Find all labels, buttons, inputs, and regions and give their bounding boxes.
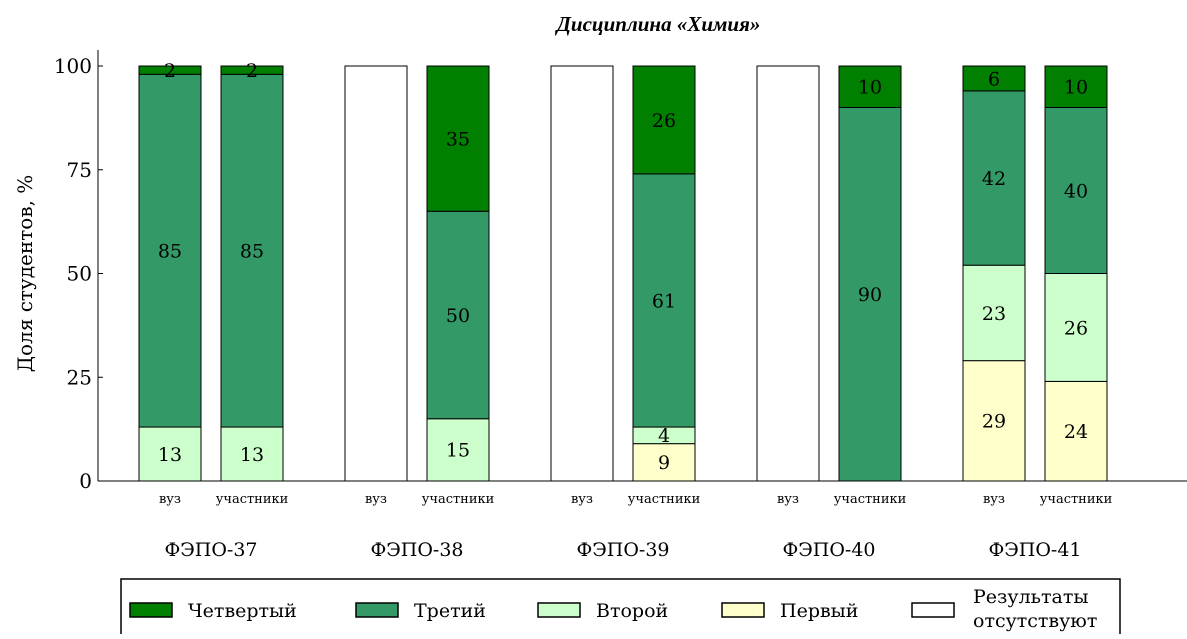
legend-swatch bbox=[537, 602, 581, 618]
data-label: 26 bbox=[652, 110, 676, 132]
bar-segment bbox=[962, 65, 1026, 92]
bar-category-label: вуз bbox=[365, 492, 387, 507]
legend-label: Четвертый bbox=[188, 600, 297, 622]
bar-segment bbox=[426, 210, 490, 420]
data-label: 50 bbox=[446, 305, 470, 327]
data-label: 42 bbox=[982, 168, 1006, 190]
data-label: 10 bbox=[1064, 77, 1088, 99]
legend-label: Первый bbox=[780, 600, 858, 622]
bar-segment bbox=[426, 65, 490, 212]
bar-category-label: вуз bbox=[571, 492, 593, 507]
data-label: 85 bbox=[158, 241, 182, 263]
bar-category-label: участники bbox=[422, 492, 495, 507]
legend-swatch bbox=[721, 602, 765, 618]
bar-category-label: участники bbox=[1040, 492, 1113, 507]
data-label: 85 bbox=[240, 241, 264, 263]
data-label: 15 bbox=[446, 440, 470, 462]
bar-no-results bbox=[550, 65, 614, 482]
group-label: ФЭПО-41 bbox=[988, 539, 1081, 561]
bar-category-label: вуз bbox=[777, 492, 799, 507]
data-label: 90 bbox=[858, 284, 882, 306]
group-label: ФЭПО-38 bbox=[370, 539, 463, 561]
data-label: 13 bbox=[158, 444, 182, 466]
y-tick-label: 100 bbox=[54, 54, 92, 78]
data-label: 61 bbox=[652, 290, 676, 312]
bar-segment bbox=[632, 173, 696, 428]
data-label: 10 bbox=[858, 77, 882, 99]
data-label: 4 bbox=[658, 425, 670, 447]
bar-segment bbox=[220, 65, 284, 75]
y-tick-label: 50 bbox=[67, 262, 92, 286]
bar-segment bbox=[1044, 65, 1108, 108]
bar-segment bbox=[138, 73, 202, 428]
y-tick-label: 75 bbox=[67, 158, 92, 182]
data-label: 23 bbox=[982, 303, 1006, 325]
bar-segment bbox=[962, 90, 1026, 266]
y-axis-label: Доля студентов, % bbox=[13, 175, 37, 373]
bar-category-label: вуз bbox=[159, 492, 181, 507]
bar-segment bbox=[138, 65, 202, 75]
bar-segment bbox=[632, 65, 696, 175]
bar-category-label: участники bbox=[628, 492, 701, 507]
chart-title: Дисциплина «Химия» bbox=[556, 12, 761, 36]
data-label: 35 bbox=[446, 128, 470, 150]
bar-segment bbox=[220, 426, 284, 482]
legend-swatch bbox=[355, 602, 399, 618]
y-tick-label: 0 bbox=[79, 469, 92, 493]
bar-segment bbox=[426, 418, 490, 482]
bar-no-results bbox=[344, 65, 408, 482]
legend-swatch bbox=[911, 602, 955, 618]
data-label: 40 bbox=[1064, 180, 1088, 202]
bar-category-label: участники bbox=[216, 492, 289, 507]
data-label: 2 bbox=[246, 60, 258, 82]
bar-segment bbox=[1044, 380, 1108, 482]
group-label: ФЭПО-37 bbox=[164, 539, 257, 561]
group-label: ФЭПО-39 bbox=[576, 539, 669, 561]
bar-segment bbox=[962, 264, 1026, 362]
bar-segment bbox=[138, 426, 202, 482]
data-label: 29 bbox=[982, 411, 1006, 433]
group-label: ФЭПО-40 bbox=[782, 539, 875, 561]
bar-segment bbox=[838, 65, 902, 108]
legend-label: Третий bbox=[414, 600, 486, 622]
legend-label: Второй bbox=[596, 600, 668, 622]
bar-segment bbox=[838, 107, 902, 482]
data-label: 26 bbox=[1064, 317, 1088, 339]
bar-segment bbox=[220, 73, 284, 428]
data-label: 13 bbox=[240, 444, 264, 466]
data-label: 2 bbox=[164, 60, 176, 82]
bar-category-label: участники bbox=[834, 492, 907, 507]
bar-no-results bbox=[756, 65, 820, 482]
data-label: 24 bbox=[1064, 421, 1088, 443]
data-label: 6 bbox=[988, 68, 1000, 90]
y-tick-label: 25 bbox=[67, 365, 92, 389]
legend-swatch bbox=[129, 602, 173, 618]
legend-label-line: Результаты bbox=[973, 586, 1088, 608]
bar-segment bbox=[1044, 273, 1108, 382]
legend-label-line: отсутствуют bbox=[973, 610, 1097, 632]
data-label: 9 bbox=[658, 452, 670, 474]
bar-segment bbox=[962, 360, 1026, 482]
bar-segment bbox=[1044, 107, 1108, 274]
bar-category-label: вуз bbox=[983, 492, 1005, 507]
